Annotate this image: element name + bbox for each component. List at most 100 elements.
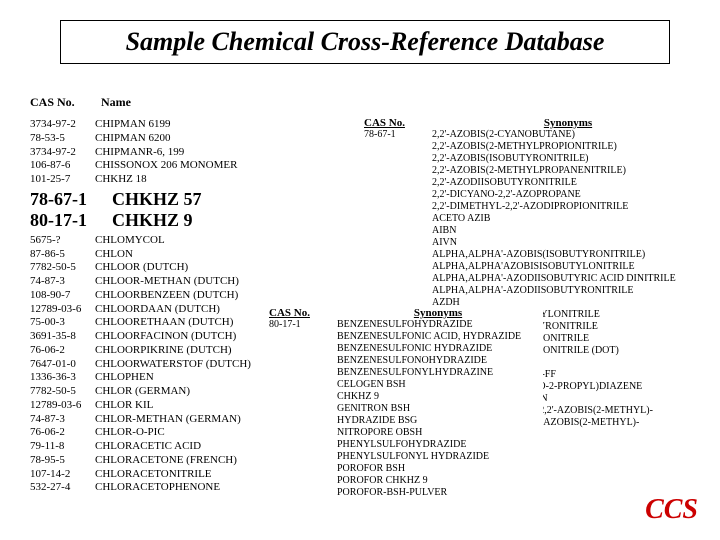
col-head-cas: CAS No.	[30, 95, 95, 110]
syn-cas-cell	[364, 201, 432, 213]
name-cell: CHLON	[95, 248, 290, 262]
syn-text-cell: BENZENESULFONIC HYDRAZIDE	[337, 343, 539, 355]
synonym-row: CELOGEN BSH	[269, 379, 539, 391]
syn-text-cell: ALPHA,ALPHA'-AZODIISOBUTYRONITRILE	[432, 285, 704, 297]
syn-text-cell: BENZENESULFONOHYDRAZIDE	[337, 355, 539, 367]
table-row: 74-87-3CHLOR-METHAN (GERMAN)	[30, 413, 290, 427]
syn-cas-cell	[269, 427, 337, 439]
syn-cas-cell	[364, 225, 432, 237]
cas-cell: 532-27-4	[30, 481, 95, 495]
syn-cas-cell	[364, 273, 432, 285]
syn-text-cell: POROFOR BSH	[337, 463, 539, 475]
synonym-row: ACETO AZIB	[364, 213, 704, 225]
cas-cell: 1336-36-3	[30, 371, 95, 385]
table-row: 3734-97-2CHIPMAN 6199	[30, 118, 290, 132]
cas-cell: 78-53-5	[30, 132, 95, 146]
syn-cas-cell	[269, 487, 337, 499]
table-row: 1336-36-3CHLOPHEN	[30, 371, 290, 385]
syn-text-cell: ACETO AZIB	[432, 213, 704, 225]
table-row: 3691-35-8CHLOORFACINON (DUTCH)	[30, 330, 290, 344]
syn-cas-cell	[364, 153, 432, 165]
syn-cas-cell	[269, 439, 337, 451]
syn-cas-cell	[269, 331, 337, 343]
table-row: 87-86-5CHLON	[30, 248, 290, 262]
name-cell: CHIPMAN 6199	[95, 118, 290, 132]
syn-cas-cell	[269, 391, 337, 403]
cas-cell: 12789-03-6	[30, 303, 95, 317]
synonym-row: PHENYLSULFONYL HYDRAZIDE	[269, 451, 539, 463]
syn-text-cell: CHKHZ 9	[337, 391, 539, 403]
cas-cell: 12789-03-6	[30, 399, 95, 413]
cas-cell: 101-25-7	[30, 173, 95, 187]
syn-cas-cell	[364, 261, 432, 273]
synonym-row: AIVN	[364, 237, 704, 249]
name-cell: CHLORACETOPHENONE	[95, 481, 290, 495]
cas-cell: 7782-50-5	[30, 261, 95, 275]
synonym-row: ALPHA,ALPHA'AZOBISISOBUTYLONITRILE	[364, 261, 704, 273]
cas-cell: 74-87-3	[30, 413, 95, 427]
syn-text-cell: BENZENESULFOHYDRAZIDE	[337, 319, 539, 331]
syn-cas-cell	[269, 403, 337, 415]
synonym-row: POROFOR-BSH-PULVER	[269, 487, 539, 499]
syn-cas-cell	[364, 237, 432, 249]
page-title: Sample Chemical Cross-Reference Database	[126, 27, 605, 56]
synonym-row: ALPHA,ALPHA'-AZODIISOBUTYRONITRILE	[364, 285, 704, 297]
table-row: 78-67-1CHKHZ 57	[30, 189, 290, 211]
main-list: CAS No. Name 3734-97-2CHIPMAN 619978-53-…	[30, 95, 290, 495]
syn-cas-cell: 80-17-1	[269, 319, 337, 331]
cas-cell: 7647-01-0	[30, 358, 95, 372]
cas-cell: 76-06-2	[30, 344, 95, 358]
synonym-row: 2,2'-AZOBIS(2-METHYLPROPIONITRILE)	[364, 141, 704, 153]
col-head-name: Name	[95, 95, 290, 110]
syn-text-cell: HYDRAZIDE BSG	[337, 415, 539, 427]
cas-cell: 79-11-8	[30, 440, 95, 454]
table-row: 76-06-2CHLOR-O-PIC	[30, 426, 290, 440]
name-cell: CHKHZ 57	[112, 189, 290, 211]
name-cell: CHLOORPIKRINE (DUTCH)	[95, 344, 290, 358]
syn-text-cell: ALPHA,ALPHA'-AZODIISOBUTYRIC ACID DINITR…	[432, 273, 704, 285]
synonym-row: 2,2'-DICYANO-2,2'-AZOPROPANE	[364, 189, 704, 201]
table-row: 7782-50-5CHLOR (GERMAN)	[30, 385, 290, 399]
table-row: 78-95-5CHLORACETONE (FRENCH)	[30, 454, 290, 468]
syn-cas-cell	[269, 343, 337, 355]
syn-text-cell: NITROPORE OBSH	[337, 427, 539, 439]
syn-cas-cell	[364, 285, 432, 297]
syn-cas-cell	[269, 451, 337, 463]
syn-text-cell: 2,2'-AZOBIS(2-METHYLPROPANENITRILE)	[432, 165, 704, 177]
name-cell: CHLOORWATERSTOF (DUTCH)	[95, 358, 290, 372]
synonym-row: PHENYLSULFOHYDRAZIDE	[269, 439, 539, 451]
cas-cell: 75-00-3	[30, 316, 95, 330]
synonym-row: BENZENESULFONYLHYDRAZINE	[269, 367, 539, 379]
synonym-row: AIBN	[364, 225, 704, 237]
name-cell: CHLORACETONE (FRENCH)	[95, 454, 290, 468]
table-row: 532-27-4CHLORACETOPHENONE	[30, 481, 290, 495]
cas-cell: 76-06-2	[30, 426, 95, 440]
name-cell: CHKHZ 18	[95, 173, 290, 187]
table-row: 75-00-3CHLOORETHAAN (DUTCH)	[30, 316, 290, 330]
name-cell: CHISSONOX 206 MONOMER	[95, 159, 290, 173]
table-row: 7782-50-5CHLOOR (DUTCH)	[30, 261, 290, 275]
synonym-row: 2,2'-DIMETHYL-2,2'-AZODIPROPIONITRILE	[364, 201, 704, 213]
syn-cas-cell	[364, 249, 432, 261]
synonym-row: 2,2'-AZODIISOBUTYRONITRILE	[364, 177, 704, 189]
syn-cas-cell	[269, 355, 337, 367]
name-cell: CHLOORBENZEEN (DUTCH)	[95, 289, 290, 303]
table-row: 101-25-7CHKHZ 18	[30, 173, 290, 187]
table-row: 80-17-1CHKHZ 9	[30, 210, 290, 232]
syn-cas-cell	[269, 415, 337, 427]
table-row: 7647-01-0CHLOORWATERSTOF (DUTCH)	[30, 358, 290, 372]
cas-cell: 74-87-3	[30, 275, 95, 289]
syn-text-cell: GENITRON BSH	[337, 403, 539, 415]
cas-cell: 80-17-1	[30, 210, 112, 232]
name-cell: CHLOR-O-PIC	[95, 426, 290, 440]
table-row: 12789-03-6CHLOR KIL	[30, 399, 290, 413]
syn-cas-cell	[364, 213, 432, 225]
syn-cas-cell	[364, 177, 432, 189]
name-cell: CHLORACETONITRILE	[95, 468, 290, 482]
name-cell: CHLOOR (DUTCH)	[95, 261, 290, 275]
syn-text-cell: BENZENESULFONIC ACID, HYDRAZIDE	[337, 331, 539, 343]
cas-cell: 5675-?	[30, 234, 95, 248]
synonym-row: 78-67-12,2'-AZOBIS(2-CYANOBUTANE)	[364, 129, 704, 141]
table-row: 78-53-5CHIPMAN 6200	[30, 132, 290, 146]
syn-cas-cell	[269, 475, 337, 487]
